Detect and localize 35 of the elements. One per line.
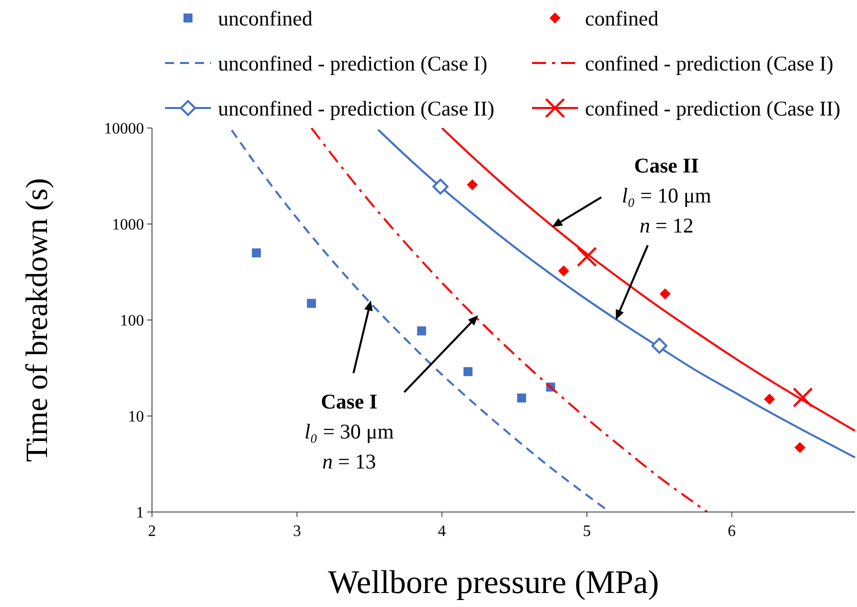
point [252, 248, 261, 258]
point [792, 387, 813, 408]
y-tick-label: 1000 [112, 216, 144, 234]
point [576, 246, 597, 267]
legend-label: unconfined - prediction (Case II) [218, 96, 494, 120]
y-tick-label: 10 [128, 408, 144, 426]
point [764, 394, 775, 405]
x-tick-label: 3 [292, 523, 301, 540]
annotation: Case II l₀ = 10 μm n = 12 [622, 153, 712, 238]
point [466, 179, 478, 190]
point [432, 178, 448, 195]
y-tick-label: 10000 [104, 120, 144, 138]
y-tick-label: 100 [120, 312, 144, 330]
point [794, 442, 806, 453]
point [306, 298, 316, 308]
legend-label: confined [585, 6, 659, 30]
legend-label: unconfined [218, 6, 313, 30]
line-series [440, 128, 856, 432]
x-tick-label: 4 [438, 523, 446, 540]
legend-label: unconfined - prediction (Case I) [218, 51, 488, 76]
y-axis-title: Time of breakdown (s) [19, 178, 54, 462]
point [417, 326, 426, 336]
x-tick-label: 2 [148, 523, 156, 540]
x-axis-title: Wellbore pressure (MPa) [328, 565, 659, 601]
point [651, 338, 668, 354]
legend-label: confined - prediction (Case I) [585, 51, 834, 76]
legend-label: confined - prediction (Case II) [585, 96, 840, 120]
x-tick-label: 6 [728, 523, 736, 540]
point [660, 288, 671, 300]
point [558, 265, 570, 276]
y-tick-label: 1 [136, 504, 144, 522]
annotation: Case I l₀ = 30 μm n = 13 [304, 389, 394, 474]
x-tick-label: 5 [582, 523, 591, 540]
point [517, 394, 526, 402]
point [463, 367, 472, 376]
